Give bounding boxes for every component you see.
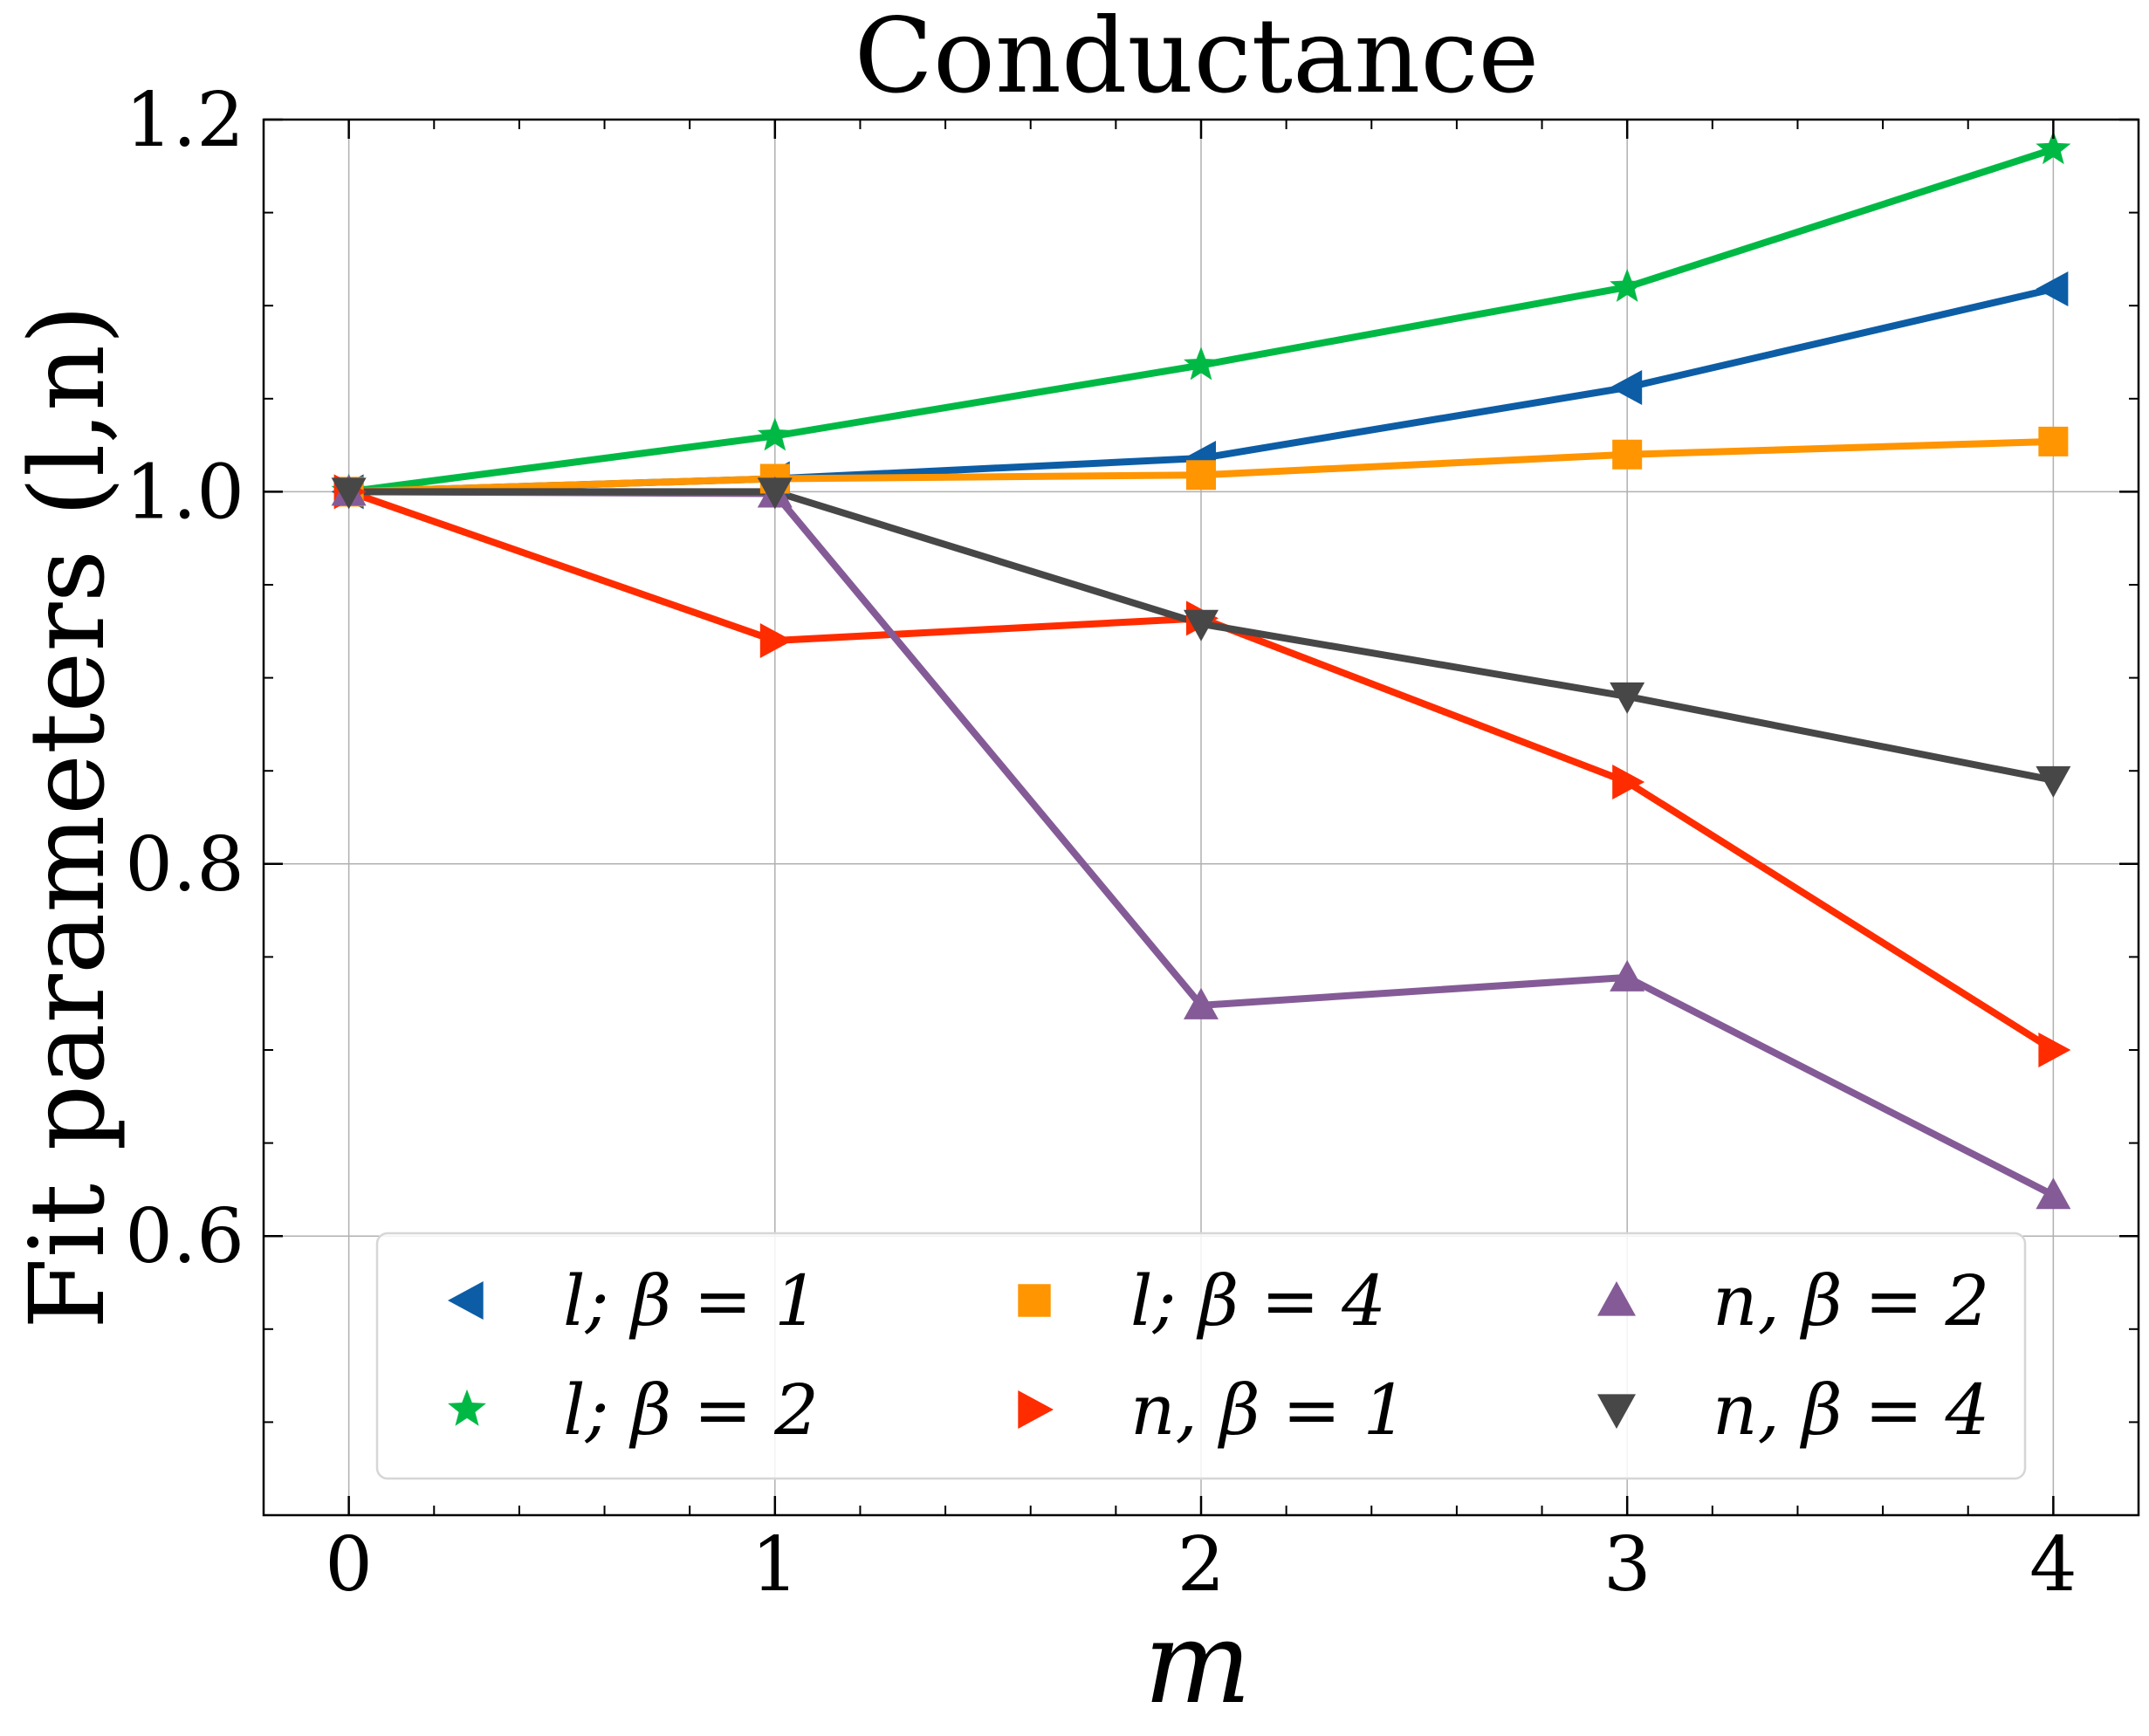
data-point-3 [2038, 1033, 2071, 1067]
x-tick-label: 0 [325, 1521, 373, 1609]
y-axis-label: Fit parameters (l,n) [7, 305, 127, 1329]
x-tick-label: 3 [1603, 1521, 1651, 1609]
legend-label-4: n, β = 2 [1713, 1260, 1989, 1341]
data-point-5 [1610, 682, 1645, 714]
data-point-3 [759, 622, 793, 658]
legend-marker-1 [448, 1389, 486, 1426]
data-point-5 [757, 477, 793, 510]
legend-label-3: n, β = 1 [1130, 1369, 1407, 1451]
data-point-1 [2036, 131, 2071, 165]
x-axis-label: m [1143, 1596, 1251, 1729]
data-point-4 [1610, 959, 1645, 992]
x-tick-label: 4 [2029, 1521, 2077, 1609]
data-point-2 [1186, 460, 1216, 491]
legend-label-2: l; β = 4 [1130, 1260, 1386, 1341]
data-point-0 [1610, 370, 1643, 406]
series-layer [331, 131, 2071, 1210]
legend-label-0: l; β = 1 [563, 1260, 819, 1341]
data-point-2 [1612, 439, 1643, 470]
legend-label-5: n, β = 4 [1713, 1369, 1989, 1451]
y-tick-label: 0.6 [125, 1193, 244, 1280]
legend-marker-5 [1597, 1394, 1636, 1429]
y-tick-label: 1.2 [125, 77, 244, 164]
data-point-0 [2036, 271, 2069, 307]
legend-marker-4 [1597, 1281, 1636, 1316]
legend: l; β = 1 l; β = 2 l; β = 4 n, β = 1 n, β = 2… [375, 1232, 2027, 1480]
tick-layer: 0 1 2 3 4 0.6 0.8 1.0 1.2 [125, 77, 2139, 1609]
y-tick-label: 0.8 [125, 821, 244, 909]
data-point-1 [757, 417, 793, 451]
data-point-4 [1184, 987, 1219, 1019]
data-point-5 [1184, 609, 1219, 642]
data-point-2 [2038, 426, 2069, 456]
legend-marker-2 [1018, 1284, 1051, 1317]
data-point-5 [331, 477, 367, 510]
data-point-3 [1612, 764, 1645, 799]
y-tick-label: 1.0 [125, 449, 244, 536]
x-tick-label: 1 [751, 1521, 799, 1609]
x-tick-label: 2 [1177, 1521, 1226, 1609]
data-point-1 [1610, 268, 1645, 302]
data-point-4 [2036, 1177, 2071, 1210]
legend-label-1: l; β = 2 [563, 1369, 819, 1451]
legend-marker-0 [448, 1281, 484, 1320]
legend-marker-3 [1018, 1390, 1054, 1429]
data-point-1 [1184, 347, 1219, 381]
data-point-5 [2036, 765, 2071, 798]
chart-title: Conductance [855, 0, 1540, 116]
